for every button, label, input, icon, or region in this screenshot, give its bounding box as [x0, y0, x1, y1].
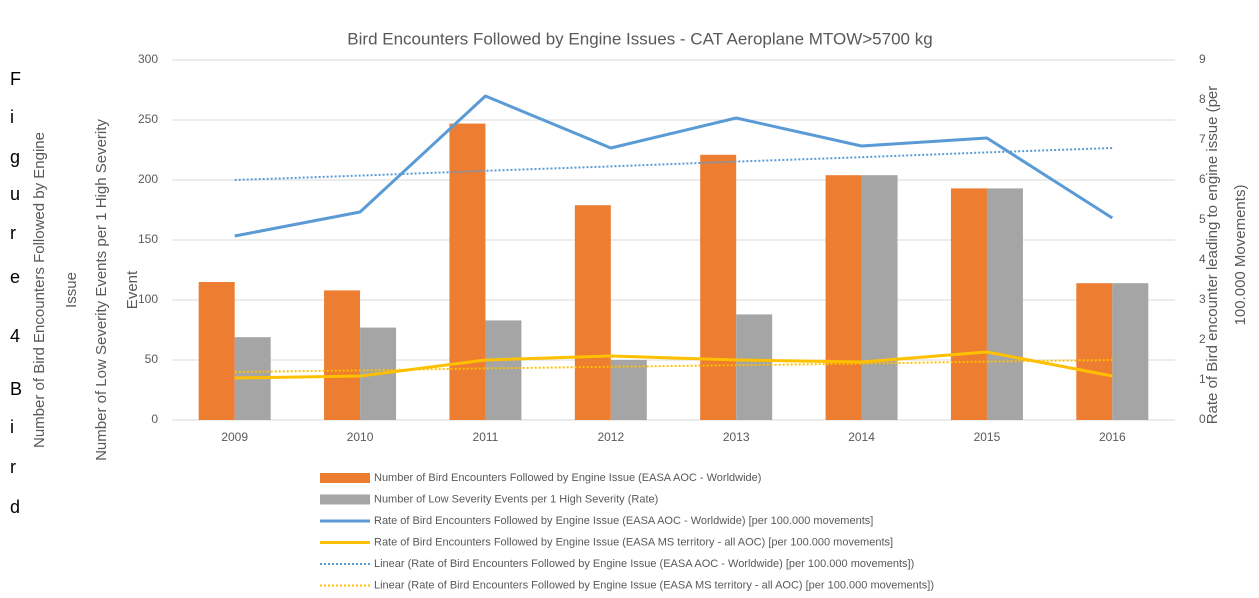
- legend-swatch: [320, 473, 370, 483]
- y-axis-title: Event: [124, 270, 141, 309]
- side-letter: e: [10, 267, 20, 287]
- y2-tick-label: 6: [1199, 172, 1206, 186]
- y2-tick-label: 2: [1199, 332, 1206, 346]
- bar: [986, 188, 1023, 420]
- side-letter: r: [10, 457, 16, 477]
- y-tick-label: 200: [138, 172, 158, 186]
- legend-label: Linear (Rate of Bird Encounters Followed…: [374, 558, 914, 570]
- line: [234, 94, 1114, 238]
- trend-line: [234, 147, 1113, 181]
- legend-label: Rate of Bird Encounters Followed by Engi…: [374, 536, 893, 548]
- bar: [825, 175, 862, 420]
- y-tick-label: 100: [138, 292, 158, 306]
- legend-label: Linear (Rate of Bird Encounters Followed…: [374, 579, 934, 591]
- legend-swatch: [320, 494, 370, 505]
- y2-tick-label: 1: [1199, 372, 1206, 386]
- bar: [198, 282, 235, 420]
- side-letter: i: [10, 107, 14, 127]
- x-tick-label: 2012: [597, 430, 624, 444]
- y2-axis-title: Rate of Bird encounter leading to engine…: [1204, 86, 1221, 425]
- side-letter: i: [10, 417, 14, 437]
- y2-tick-label: 0: [1199, 412, 1206, 426]
- y-tick-label: 0: [151, 412, 158, 426]
- y-tick-label: 300: [138, 52, 158, 66]
- x-tick-label: 2013: [723, 430, 750, 444]
- bar: [700, 154, 737, 421]
- side-letter: B: [10, 379, 22, 399]
- bar: [1112, 283, 1149, 420]
- side-letter: g: [10, 147, 20, 167]
- bar: [610, 360, 647, 420]
- line: [234, 350, 1113, 380]
- bar: [861, 175, 898, 420]
- legend-label: Rate of Bird Encounters Followed by Engi…: [374, 515, 873, 527]
- chart-title: Bird Encounters Followed by Engine Issue…: [347, 29, 932, 48]
- y-tick-label: 50: [145, 352, 159, 366]
- bar: [1076, 283, 1113, 420]
- bar: [485, 320, 522, 420]
- y2-tick-label: 9: [1199, 52, 1206, 66]
- legend-label: Number of Low Severity Events per 1 High…: [374, 493, 658, 505]
- side-letter: u: [10, 184, 20, 204]
- bar: [449, 123, 486, 420]
- side-letter: d: [10, 497, 20, 517]
- side-letter: r: [10, 223, 16, 243]
- y-axis-title: Issue: [63, 272, 80, 308]
- bar: [950, 188, 987, 420]
- x-tick-label: 2011: [473, 430, 499, 444]
- y2-tick-label: 4: [1199, 252, 1206, 266]
- side-letter: F: [10, 69, 21, 89]
- x-tick-label: 2015: [974, 430, 1001, 444]
- y2-tick-label: 8: [1199, 92, 1206, 106]
- bar: [574, 205, 611, 420]
- x-tick-label: 2010: [347, 430, 374, 444]
- legend-label: Number of Bird Encounters Followed by En…: [374, 472, 761, 484]
- y-axis-title: Number of Bird Encounters Followed by En…: [31, 132, 48, 448]
- y2-tick-label: 7: [1199, 132, 1206, 146]
- x-tick-label: 2009: [221, 430, 248, 444]
- y-tick-label: 150: [138, 232, 158, 246]
- bar: [736, 314, 773, 420]
- y2-tick-label: 5: [1199, 212, 1206, 226]
- y-tick-label: 250: [138, 112, 158, 126]
- y2-axis-title: 100.000 Movements): [1232, 185, 1249, 326]
- bar: [324, 290, 361, 420]
- y2-tick-label: 3: [1199, 292, 1206, 306]
- y-axis-title: Number of Low Severity Events per 1 High…: [93, 119, 110, 461]
- x-tick-label: 2016: [1099, 430, 1126, 444]
- x-tick-label: 2014: [848, 430, 875, 444]
- side-letter: 4: [10, 326, 20, 346]
